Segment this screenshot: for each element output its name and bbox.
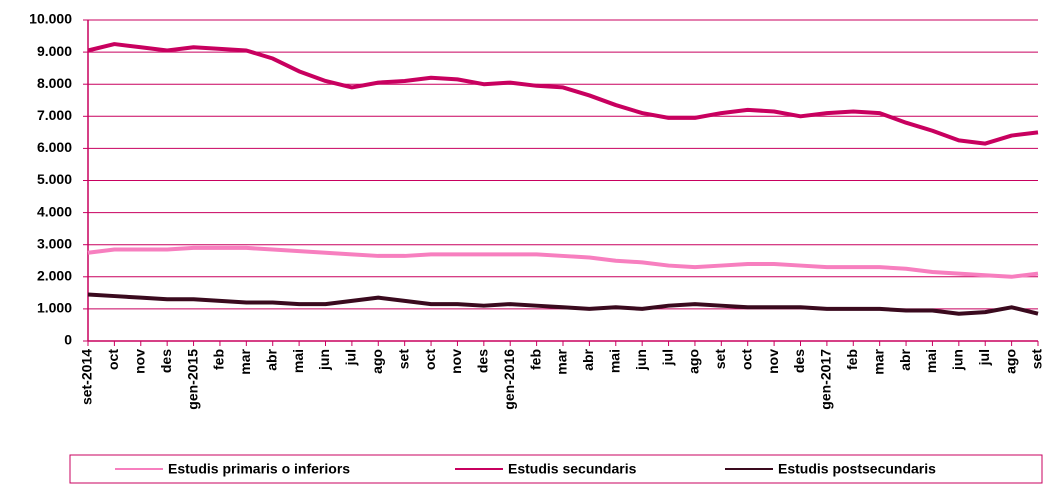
x-tick-label: gen-2016 [501, 349, 517, 410]
legend-label: Estudis secundaris [508, 461, 637, 477]
x-tick-label: ago [369, 349, 385, 374]
y-tick-label: 5.000 [37, 171, 72, 187]
x-tick-label: mai [606, 349, 622, 373]
x-tick-label: jun [950, 349, 966, 371]
x-tick-label: mar [554, 348, 570, 374]
x-tick-label: jun [633, 349, 649, 371]
x-tick-label: nov [131, 349, 147, 374]
y-tick-label: 3.000 [37, 235, 72, 251]
y-tick-label: 9.000 [37, 43, 72, 59]
line-series [87, 42, 1039, 146]
x-tick-label: feb [211, 349, 227, 370]
x-tick-label: mai [290, 349, 306, 373]
legend-label: Estudis postsecundaris [778, 461, 936, 477]
legend-box [69, 454, 1043, 484]
x-tick-label: ago [1002, 349, 1018, 374]
x-tick-label: gen-2015 [184, 349, 200, 410]
x-tick-label: nov [448, 349, 464, 374]
x-tick-label: jul [976, 349, 992, 366]
line-series [87, 292, 1039, 316]
x-tick-label: des [158, 349, 174, 373]
x-tick-label: des [475, 349, 491, 373]
x-tick-label: des [791, 349, 807, 373]
x-tick-label: set-2014 [79, 349, 95, 405]
x-tick-label: nov [765, 349, 781, 374]
x-tick-label: abr [263, 348, 279, 370]
x-tick-label: oct [738, 349, 754, 370]
y-tick-label: 7.000 [37, 107, 72, 123]
x-tick-label: set [712, 349, 728, 370]
x-tick-label: set [1029, 349, 1045, 370]
x-tick-label: abr [897, 348, 913, 370]
y-tick-label: 0 [64, 332, 72, 348]
x-tick-label: gen-2017 [818, 349, 834, 410]
y-tick-label: 1.000 [37, 300, 72, 316]
y-tick-label: 4.000 [37, 203, 72, 219]
x-tick-label: mar [870, 348, 886, 374]
y-tick-label: 8.000 [37, 75, 72, 91]
legend-label: Estudis primaris o inferiors [168, 461, 350, 477]
line-series [87, 245, 1039, 279]
y-tick-label: 6.000 [37, 139, 72, 155]
x-tick-label: abr [580, 348, 596, 370]
x-tick-label: ago [686, 349, 702, 374]
x-tick-label: jun [316, 349, 332, 371]
x-tick-label: jul [659, 349, 675, 366]
x-tick-label: mai [923, 349, 939, 373]
x-tick-label: jul [343, 349, 359, 366]
x-tick-label: feb [844, 349, 860, 370]
y-tick-label: 2.000 [37, 268, 72, 284]
x-tick-label: set [395, 349, 411, 370]
y-tick-label: 10.000 [29, 11, 72, 27]
x-tick-label: oct [105, 349, 121, 370]
x-tick-label: mar [237, 348, 253, 374]
x-tick-label: oct [422, 349, 438, 370]
x-tick-label: feb [527, 349, 543, 370]
